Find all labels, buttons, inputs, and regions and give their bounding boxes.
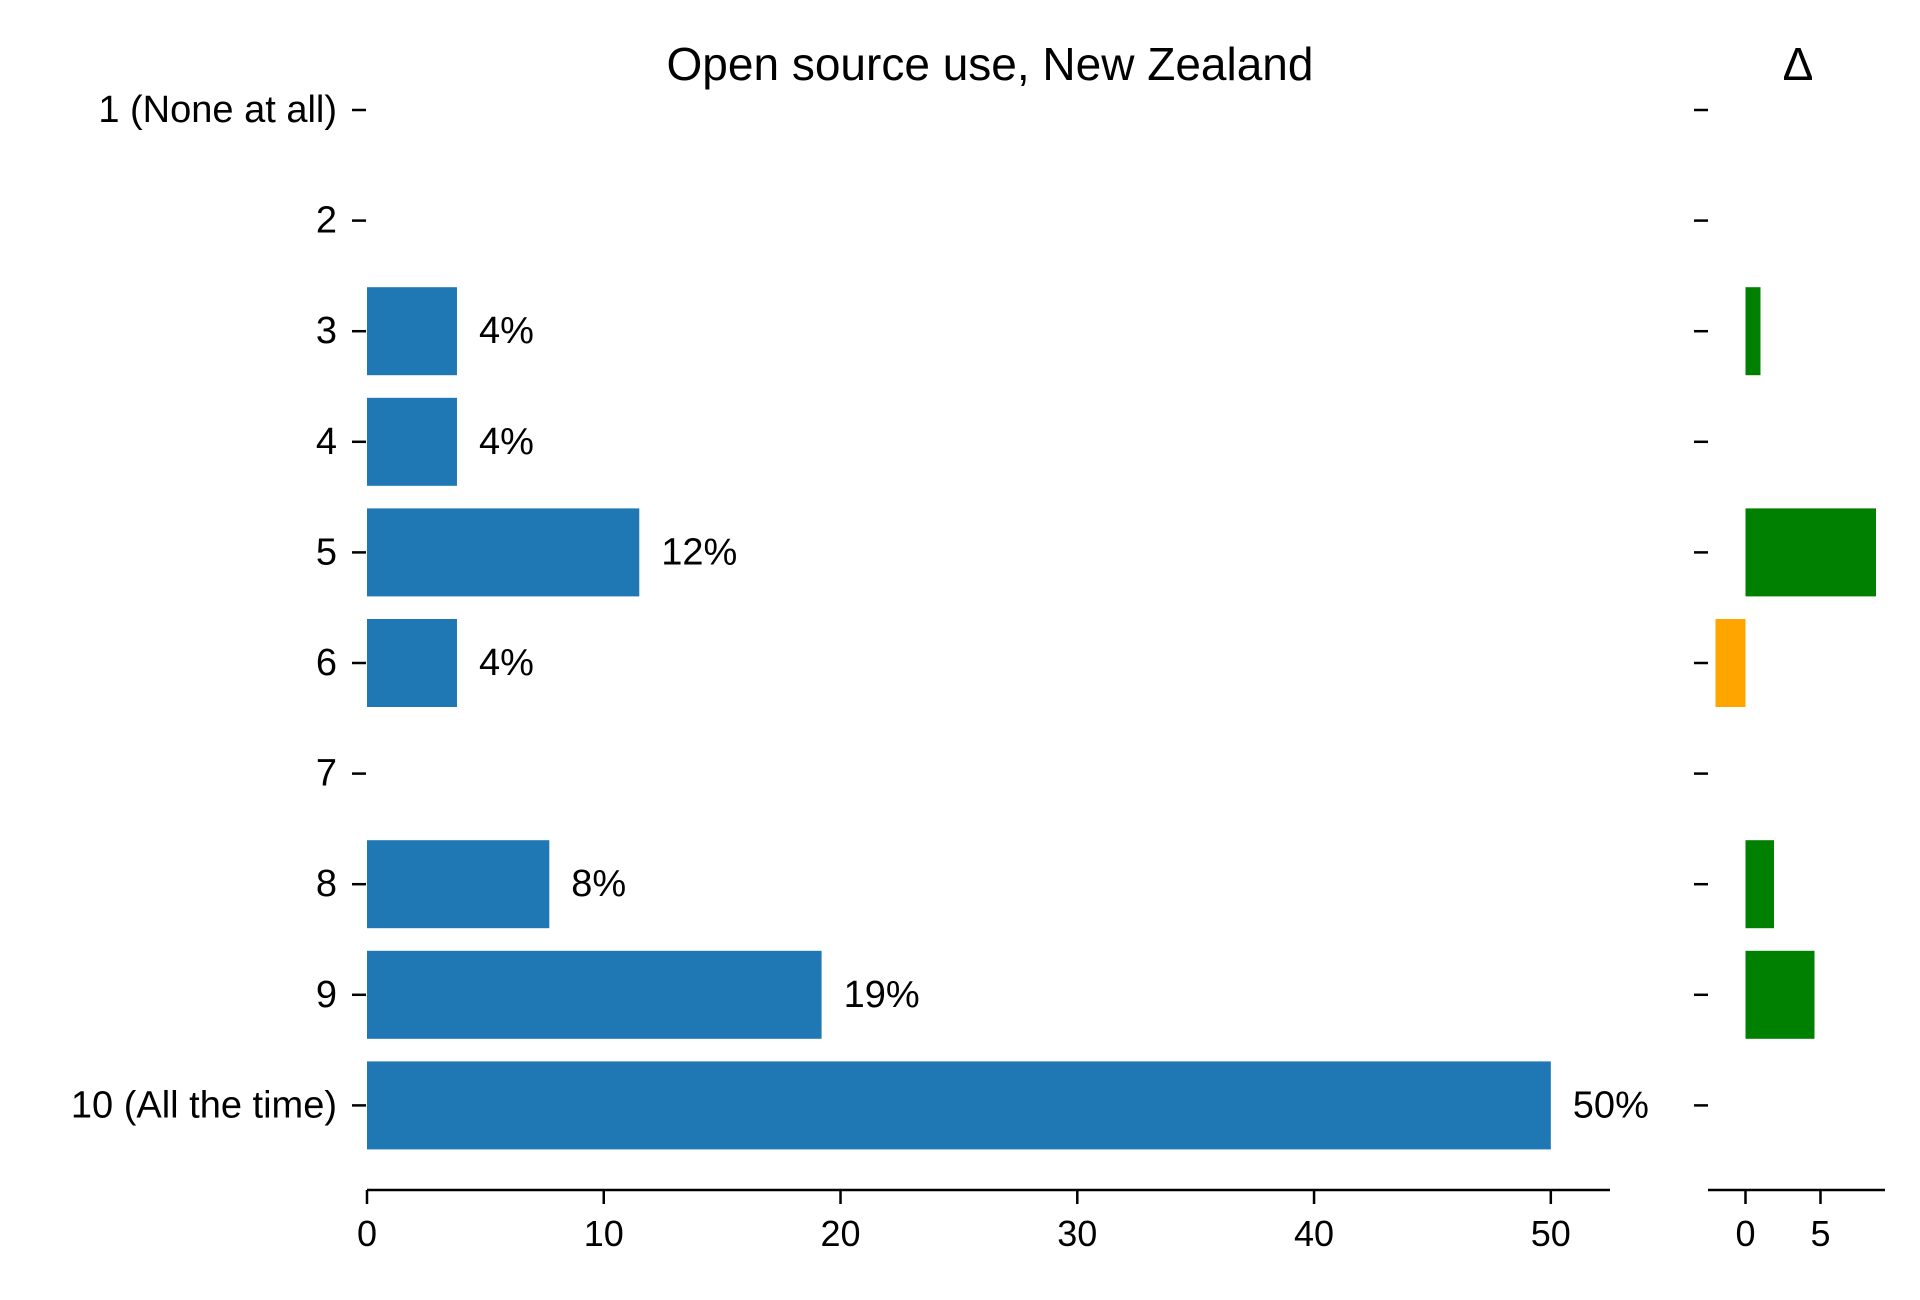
delta-x-tick-label: 0 — [1735, 1213, 1755, 1254]
bar — [367, 840, 550, 929]
x-tick-label: 50 — [1531, 1213, 1571, 1254]
bar — [367, 397, 457, 486]
data-label: 50% — [1573, 1084, 1649, 1126]
delta-bar — [1745, 840, 1774, 929]
y-tick-label: 8 — [316, 863, 337, 905]
delta-bar — [1745, 950, 1815, 1039]
x-tick-label: 10 — [584, 1213, 624, 1254]
delta-chart-title: Δ — [1783, 38, 1814, 90]
data-label: 19% — [844, 974, 920, 1016]
y-tick-label: 9 — [316, 974, 337, 1016]
main-chart-title: Open source use, New Zealand — [667, 38, 1314, 90]
y-tick-label: 4 — [316, 421, 337, 463]
delta-bar — [1715, 619, 1746, 707]
x-tick-label: 40 — [1294, 1213, 1334, 1254]
x-tick-label: 0 — [357, 1213, 377, 1254]
bar — [367, 1061, 1551, 1150]
bar — [367, 950, 822, 1039]
y-tick-label: 3 — [316, 310, 337, 352]
data-label: 8% — [571, 863, 626, 905]
y-tick-label: 7 — [316, 753, 337, 795]
data-label: 4% — [479, 421, 534, 463]
delta-bar — [1745, 508, 1876, 597]
bar — [367, 508, 640, 597]
y-tick-label: 6 — [316, 642, 337, 684]
data-label: 4% — [479, 642, 534, 684]
delta-bar — [1745, 287, 1761, 376]
x-tick-label: 20 — [821, 1213, 861, 1254]
bar — [367, 287, 457, 376]
main-bar-panel: 1 (None at all) 2 3 4% 4 4% 5 12% 6 4% 7 8 8% 9 19% 10 … — [71, 89, 1649, 1254]
bar — [367, 619, 457, 707]
y-tick-label: 1 (None at all) — [98, 89, 337, 131]
data-label: 4% — [479, 310, 534, 352]
y-tick-label: 10 (All the time) — [71, 1084, 337, 1126]
y-tick-label: 5 — [316, 531, 337, 573]
x-tick-label: 30 — [1057, 1213, 1097, 1254]
data-label: 12% — [661, 531, 737, 573]
delta-x-tick-label: 5 — [1810, 1213, 1830, 1254]
y-tick-label: 2 — [316, 200, 337, 242]
